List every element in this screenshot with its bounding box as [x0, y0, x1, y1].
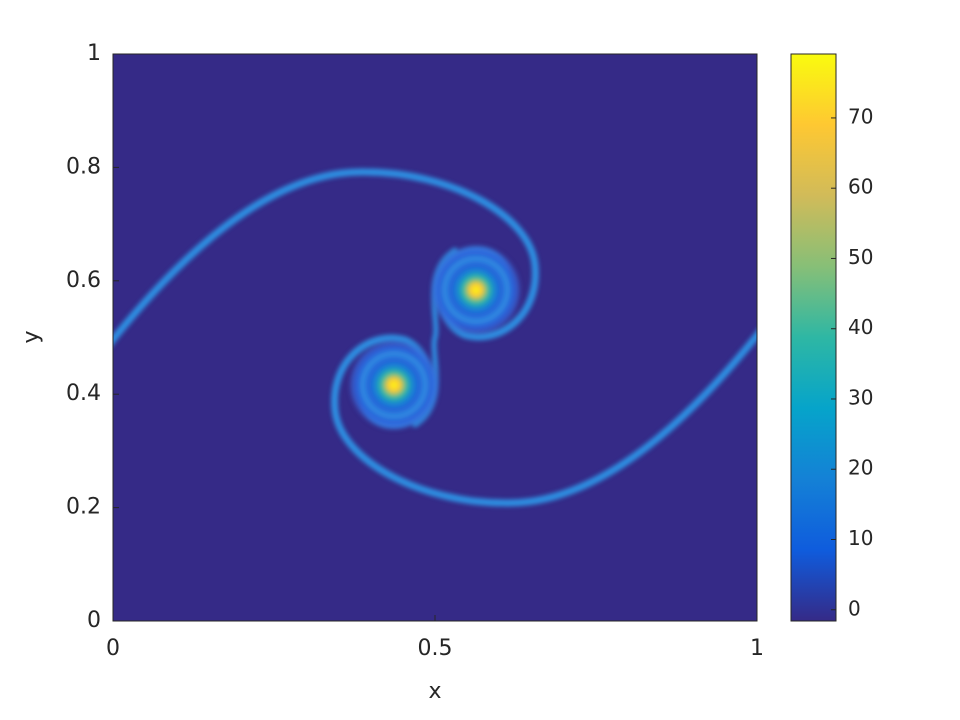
y-tick-label: 0	[87, 608, 101, 633]
vortex-sheet	[113, 168, 757, 507]
colorbar-tick-label: 0	[848, 596, 861, 620]
x-tick-label: 0	[106, 636, 120, 661]
x-axis-label: x	[428, 679, 441, 704]
y-tick-label: 0.2	[66, 495, 101, 520]
x-tick-label: 0.5	[418, 636, 453, 661]
colorbar-tick-label: 10	[848, 526, 873, 550]
x-tick-label: 1	[750, 636, 764, 661]
y-axis-label: y	[19, 330, 44, 343]
colorbar-tick-label: 40	[848, 315, 873, 339]
colorbar	[790, 53, 837, 622]
y-tick-label: 0.4	[66, 381, 101, 406]
y-tick-label: 1	[87, 41, 101, 66]
y-tick-label: 0.6	[66, 268, 101, 293]
colorbar-tick-label: 20	[848, 456, 873, 480]
colorbar-tick-label: 30	[848, 385, 873, 409]
y-tick-label: 0.8	[66, 154, 101, 179]
colorbar-tick-label: 70	[848, 104, 873, 128]
colorbar-tick-label: 60	[848, 175, 873, 199]
field	[113, 54, 757, 621]
colorbar-tick-label: 50	[848, 245, 873, 269]
